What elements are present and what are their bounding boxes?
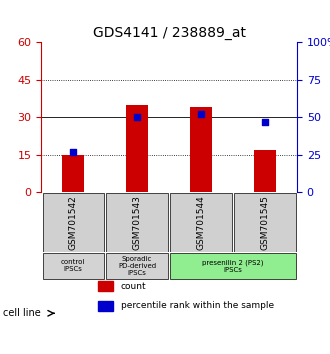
Title: GDS4141 / 238889_at: GDS4141 / 238889_at bbox=[93, 26, 246, 40]
Text: presenilin 2 (PS2)
iPSCs: presenilin 2 (PS2) iPSCs bbox=[202, 259, 264, 273]
Bar bbox=[190, 108, 212, 193]
Point bbox=[262, 119, 268, 125]
Text: GSM701542: GSM701542 bbox=[69, 195, 78, 250]
Bar bbox=[126, 105, 148, 193]
Text: cell line: cell line bbox=[3, 308, 41, 318]
Point bbox=[135, 115, 140, 120]
Text: count: count bbox=[120, 282, 146, 291]
Text: GSM701545: GSM701545 bbox=[260, 195, 270, 250]
FancyBboxPatch shape bbox=[43, 253, 104, 279]
FancyBboxPatch shape bbox=[107, 253, 168, 279]
Bar bbox=[62, 155, 84, 193]
Text: GSM701543: GSM701543 bbox=[133, 195, 142, 250]
FancyBboxPatch shape bbox=[170, 253, 296, 279]
Text: percentile rank within the sample: percentile rank within the sample bbox=[120, 301, 274, 310]
Text: Sporadic
PD-derived
iPSCs: Sporadic PD-derived iPSCs bbox=[118, 256, 156, 276]
Point bbox=[71, 149, 76, 155]
Bar bbox=[254, 150, 276, 193]
Text: GSM701544: GSM701544 bbox=[197, 195, 206, 250]
Bar bbox=[98, 301, 113, 311]
Text: control
IPSCs: control IPSCs bbox=[61, 259, 85, 273]
Point bbox=[198, 112, 204, 117]
FancyBboxPatch shape bbox=[234, 193, 296, 252]
FancyBboxPatch shape bbox=[107, 193, 168, 252]
FancyBboxPatch shape bbox=[43, 193, 104, 252]
FancyBboxPatch shape bbox=[170, 193, 232, 252]
Bar bbox=[98, 281, 113, 291]
